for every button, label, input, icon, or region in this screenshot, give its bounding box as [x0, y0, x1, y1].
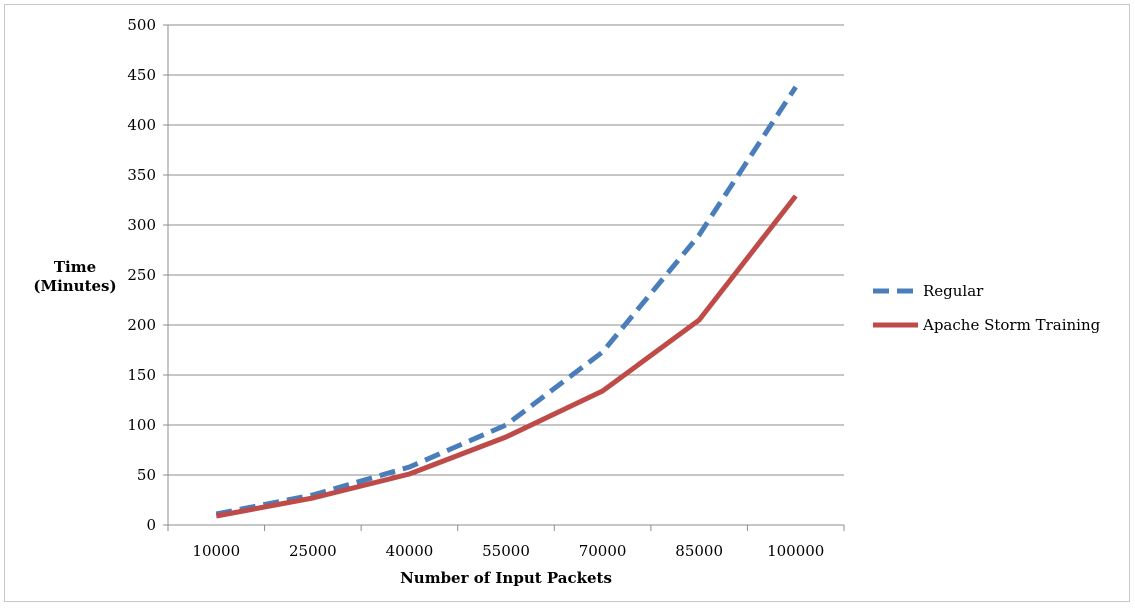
y-axis-title-line2: (Minutes)	[33, 277, 116, 295]
series-lines	[215, 85, 798, 519]
series-line-regular	[215, 85, 798, 517]
y-tick-label: 400	[127, 116, 156, 134]
x-tick-label: 10000	[192, 542, 240, 560]
series-line-apache-storm-training	[215, 194, 798, 519]
legend: Regular Apache Storm Training	[873, 282, 1101, 334]
y-tick-label: 150	[127, 366, 156, 384]
x-tick-label: 100000	[767, 542, 824, 560]
x-tick-label: 85000	[675, 542, 723, 560]
y-tick-label: 350	[127, 166, 156, 184]
x-tick-label: 55000	[482, 542, 530, 560]
y-axis-title-line1: Time	[54, 258, 96, 276]
x-tick-label: 25000	[289, 542, 337, 560]
x-tick-label: 70000	[579, 542, 627, 560]
y-tick-label: 450	[127, 66, 156, 84]
y-tick-label: 200	[127, 316, 156, 334]
y-tick-label: 250	[127, 266, 156, 284]
x-axis-title: Number of Input Packets	[400, 569, 612, 587]
y-tick-label: 0	[146, 516, 156, 534]
x-axis-ticks: 10000 25000 40000 55000 70000 85000 100000	[167, 525, 845, 560]
legend-label: Regular	[923, 282, 984, 300]
y-axis-ticks: 0 50 100 150 200 250 300 350 400 450 500	[127, 16, 168, 534]
legend-label: Apache Storm Training	[922, 316, 1101, 334]
chart-frame	[4, 4, 1130, 602]
y-tick-label: 300	[127, 216, 156, 234]
y-tick-label: 100	[127, 416, 156, 434]
y-tick-label: 50	[137, 466, 156, 484]
y-tick-label: 500	[127, 16, 156, 34]
x-tick-label: 40000	[386, 542, 434, 560]
gridlines	[168, 24, 844, 476]
